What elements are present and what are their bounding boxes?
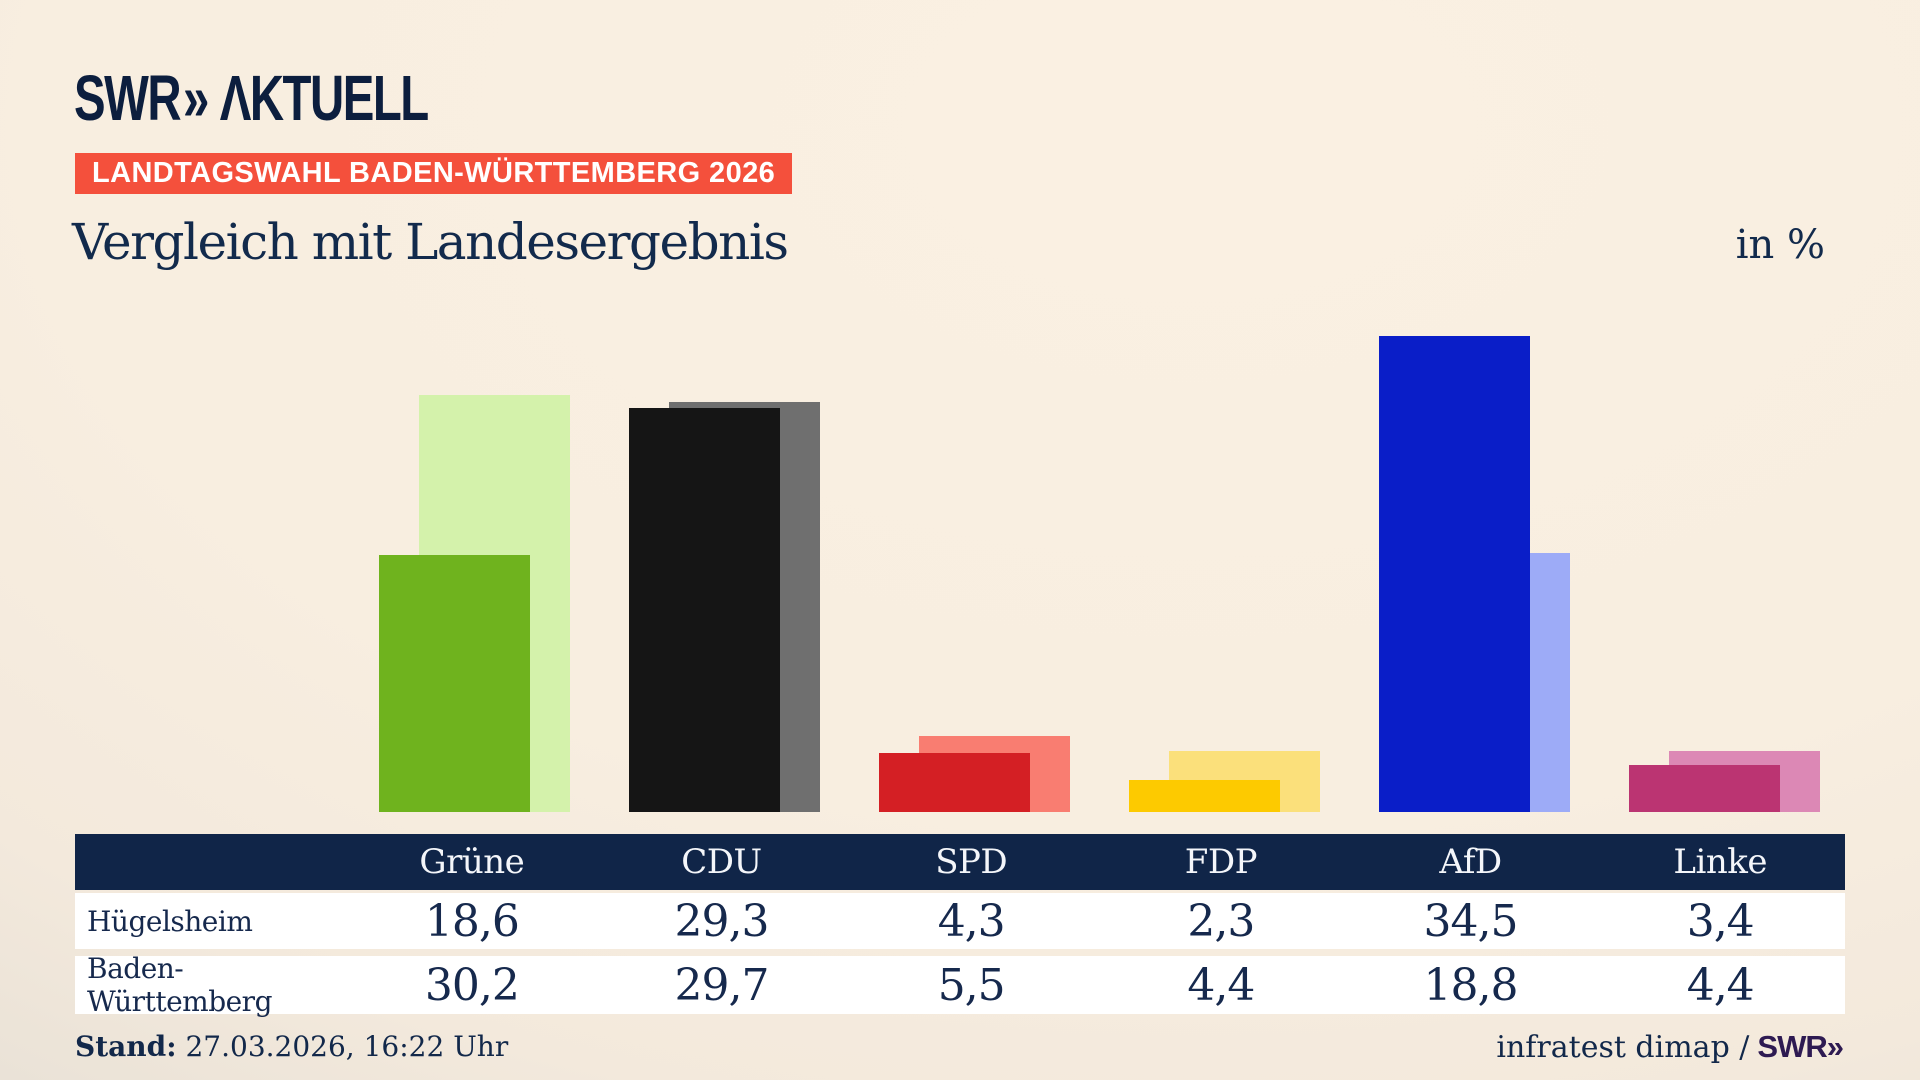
cell-huegelsheim-linke: 3,4 [1686, 895, 1755, 947]
logo-swr-text: SWR [74, 62, 182, 134]
cell-baden-wuerttemberg-gruene: 30,2 [424, 959, 520, 1011]
cell-baden-wuerttemberg-cdu: 29,7 [674, 959, 770, 1011]
cell-baden-wuerttemberg-afd: 18,8 [1423, 959, 1519, 1011]
header-cell-linke: Linke [1673, 842, 1767, 882]
election-badge-label: LANDTAGSWAHL BADEN-WÜRTTEMBERG 2026 [92, 157, 776, 189]
swr-brand-mark: SWR» [1757, 1029, 1844, 1064]
cell-huegelsheim-afd: 34,5 [1423, 895, 1519, 947]
page-title: Vergleich mit Landesergebnis [72, 213, 789, 271]
results-table: Grüne CDU SPD FDP AfD Linke Hügelsheim 18,6 29,… [75, 834, 1845, 1018]
table-header-spacer [75, 834, 347, 890]
header-cell-cdu: CDU [681, 842, 762, 882]
cell-huegelsheim-gruene: 18,6 [424, 895, 520, 947]
stand-label: Stand: [75, 1030, 177, 1063]
cell-baden-wuerttemberg-spd: 5,5 [937, 959, 1006, 1011]
table-row-baden-wuerttemberg: Baden-Württemberg 30,2 29,7 5,5 4,4 18,8 4,4 [75, 952, 1845, 1018]
bar-fdp-huegelsheim [1129, 780, 1280, 812]
bar-cdu-huegelsheim [629, 408, 780, 812]
unit-label: in % [1735, 222, 1825, 268]
header-cell-spd: SPD [935, 842, 1008, 882]
header-cell-afd: AfD [1439, 842, 1502, 882]
header-cell-gruene: Grüne [419, 842, 525, 882]
cell-huegelsheim-fdp: 2,3 [1187, 895, 1255, 947]
row-label-huegelsheim: Hügelsheim [87, 904, 253, 938]
bar-chart [379, 336, 1820, 812]
table-row-huegelsheim: Hügelsheim 18,6 29,3 4,3 2,3 34,5 3,4 [75, 893, 1845, 949]
logo-aktuell-text: ΛKTUELL [219, 62, 429, 134]
bar-spd-huegelsheim [879, 753, 1030, 812]
header-cell-fdp: FDP [1184, 842, 1258, 882]
stand-timestamp: Stand: 27.03.2026, 16:22 Uhr [75, 1030, 508, 1063]
stand-value: 27.03.2026, 16:22 Uhr [185, 1030, 509, 1063]
double-chevron-icon: » [183, 62, 210, 134]
cell-huegelsheim-cdu: 29,3 [674, 895, 770, 947]
row-label-baden-wuerttemberg: Baden-Württemberg [87, 952, 273, 1018]
election-badge: LANDTAGSWAHL BADEN-WÜRTTEMBERG 2026 [75, 153, 793, 194]
cell-huegelsheim-spd: 4,3 [937, 895, 1006, 947]
bar-gruene-huegelsheim [379, 555, 530, 812]
bar-afd-huegelsheim [1379, 336, 1530, 812]
bar-linke-huegelsheim [1629, 765, 1780, 812]
source-text: infratest dimap / [1496, 1030, 1750, 1065]
source-attribution: infratest dimap / SWR» [1496, 1029, 1844, 1065]
cell-baden-wuerttemberg-linke: 4,4 [1686, 959, 1755, 1011]
table-header-row: Grüne CDU SPD FDP AfD Linke [75, 834, 1845, 890]
cell-baden-wuerttemberg-fdp: 4,4 [1187, 959, 1255, 1011]
swr-aktuell-logo: SWR» ΛKTUELL [74, 66, 429, 130]
